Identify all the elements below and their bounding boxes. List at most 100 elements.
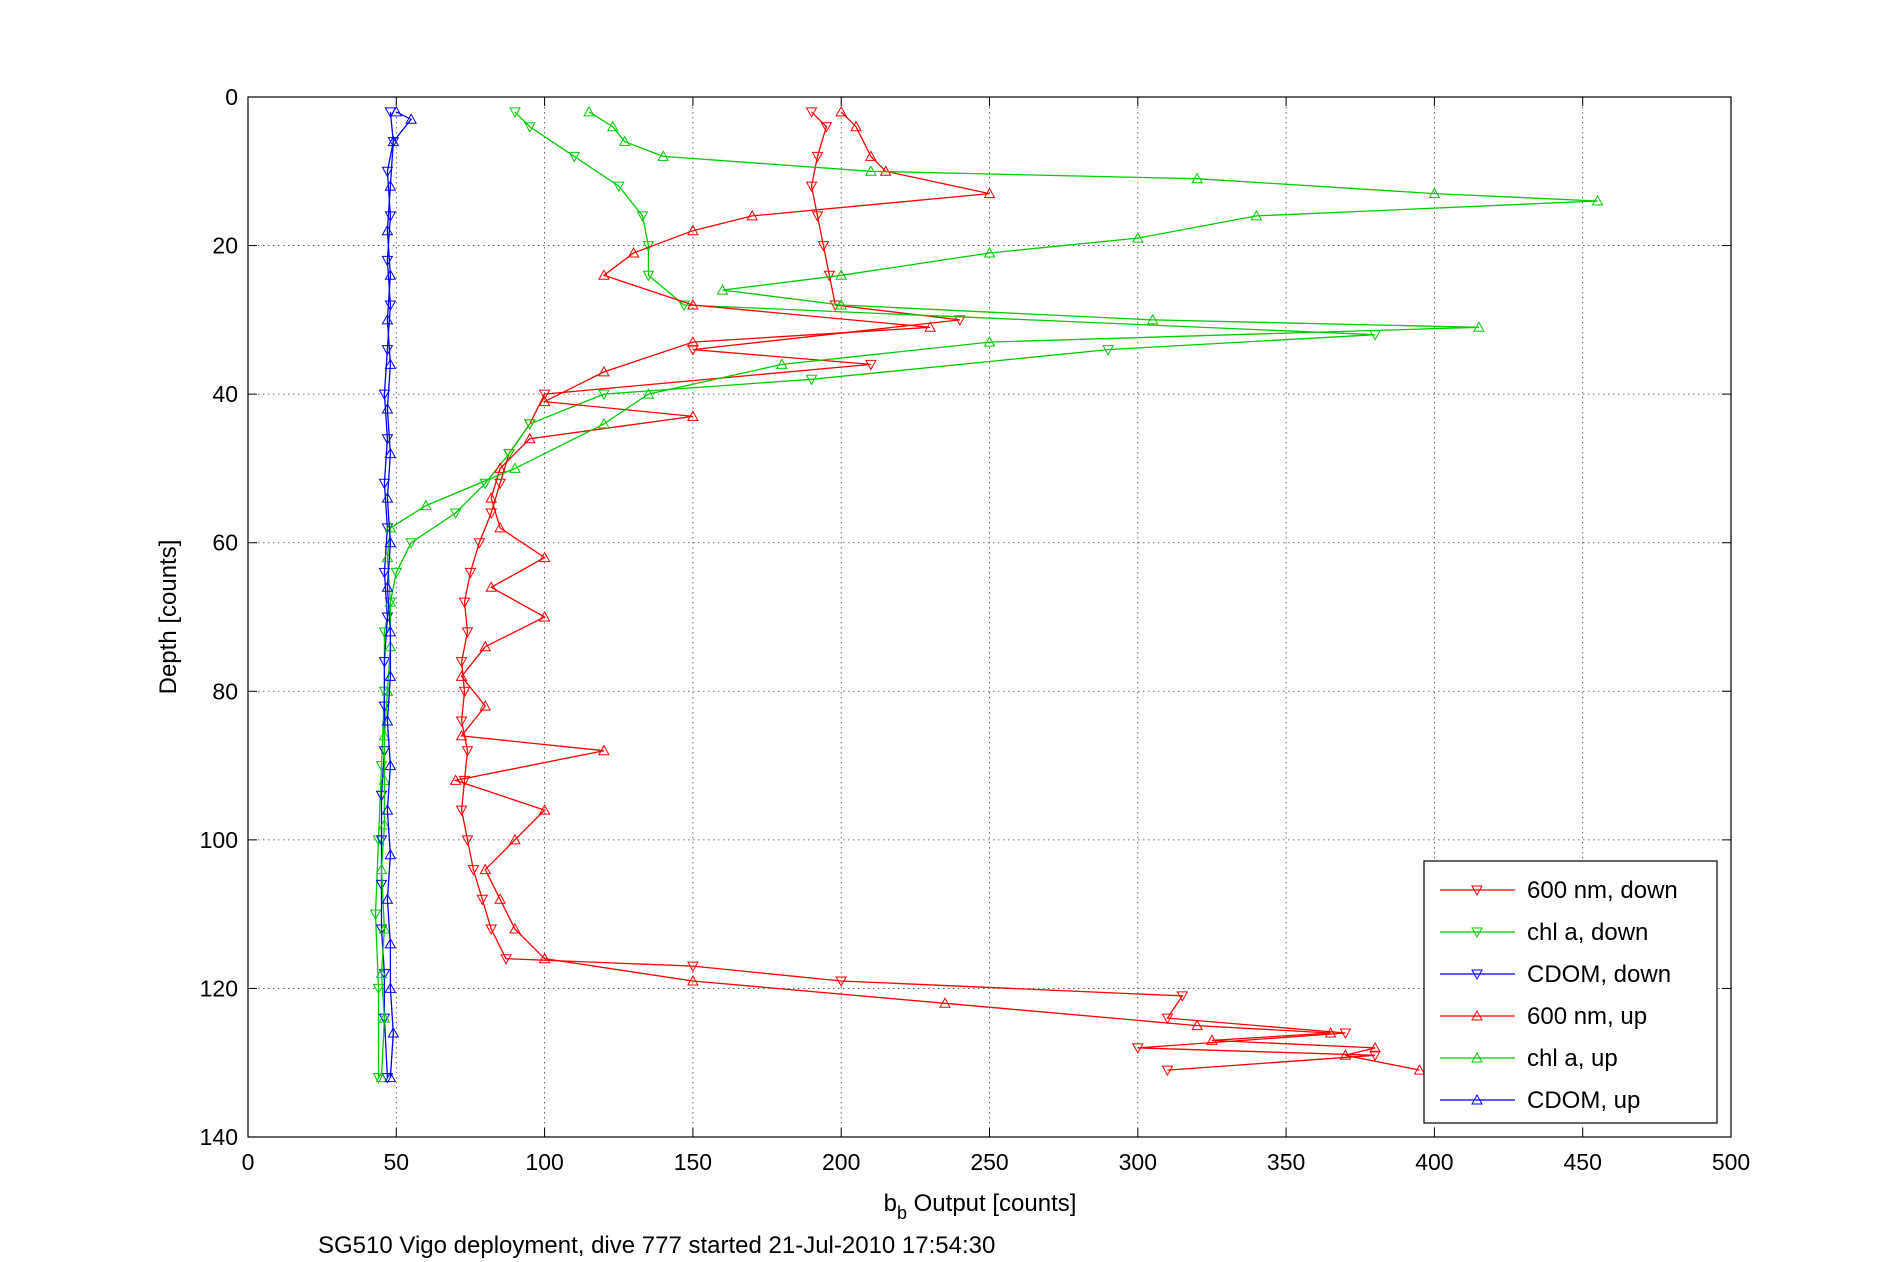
data-point: [746, 209, 759, 221]
data-point: [687, 961, 699, 973]
data-point: [390, 105, 403, 117]
series-line: [460, 111, 1376, 1071]
data-point: [538, 395, 551, 407]
data-point: [509, 107, 521, 118]
data-point: [384, 521, 397, 533]
data-point: [479, 478, 492, 490]
data-point: [850, 120, 862, 132]
data-point: [642, 388, 655, 399]
data-point: [479, 863, 492, 875]
series-line: [374, 111, 1376, 1078]
data-point: [983, 187, 996, 199]
data-point: [598, 744, 610, 756]
data-point: [378, 567, 391, 579]
data-point: [381, 714, 394, 726]
data-point: [687, 410, 699, 421]
legend-item: 600 nm, down: [1440, 877, 1678, 904]
legend-marker: [1471, 1009, 1483, 1021]
data-point: [627, 246, 640, 258]
data-point: [1131, 1043, 1144, 1054]
data-point: [485, 924, 498, 936]
legend-label: CDOM, up: [1527, 1087, 1640, 1114]
data-point: [636, 211, 649, 222]
data-point: [1161, 1065, 1174, 1077]
data-point: [375, 967, 388, 979]
data-point: [983, 336, 996, 347]
data-point: [384, 937, 397, 949]
data-point: [687, 345, 699, 356]
data-point: [461, 746, 474, 757]
data-point: [865, 165, 877, 176]
data-point: [1473, 321, 1485, 332]
data-point: [865, 150, 877, 161]
data-point: [378, 657, 391, 668]
data-point: [509, 833, 521, 845]
data-point: [384, 759, 397, 771]
data-point: [378, 818, 391, 830]
y-tick-label: 0: [225, 84, 238, 110]
data-point: [449, 774, 462, 785]
data-point: [494, 521, 506, 533]
data-point: [1369, 1041, 1381, 1053]
legend-label: chl a, down: [1527, 919, 1648, 946]
data-point: [509, 922, 521, 934]
y-tick-label: 80: [212, 678, 238, 704]
y-axis-label: Depth [counts]: [155, 540, 182, 695]
data-point: [494, 478, 506, 490]
data-point: [455, 657, 468, 668]
series-line: [453, 111, 1420, 1071]
data-point: [1191, 1019, 1203, 1031]
data-point: [473, 538, 486, 549]
series-line: [380, 111, 1598, 1078]
data-point: [500, 954, 512, 965]
data-point: [538, 389, 551, 401]
data-point: [384, 670, 397, 681]
data-point: [817, 241, 830, 252]
data-point: [716, 284, 729, 295]
data-point: [405, 113, 417, 124]
data-point: [835, 105, 848, 117]
data-point: [509, 462, 521, 473]
data-point: [642, 270, 655, 282]
data-point: [449, 508, 462, 520]
data-point: [939, 997, 951, 1008]
data-point: [687, 336, 699, 347]
data-point: [479, 640, 492, 652]
data-point: [378, 922, 391, 934]
y-tick-label: 140: [200, 1124, 238, 1150]
data-point: [378, 478, 391, 490]
data-point: [924, 321, 937, 332]
data-point: [687, 974, 699, 986]
data-point: [458, 775, 471, 787]
legend-item: chl a, down: [1440, 919, 1648, 946]
data-point: [494, 462, 506, 473]
legend-item: CDOM, down: [1440, 961, 1671, 988]
x-tick-label: 50: [384, 1149, 410, 1175]
data-point: [983, 246, 996, 258]
data-point: [805, 107, 818, 118]
legend-item: chl a, up: [1440, 1045, 1618, 1072]
legend-box: [1423, 860, 1718, 1124]
x-axis-label-subscript: b: [897, 1203, 907, 1223]
data-point: [1191, 172, 1203, 184]
data-point: [485, 492, 498, 503]
data-point: [523, 419, 536, 430]
data-point: [381, 804, 394, 815]
data-point: [523, 122, 536, 133]
data-point: [479, 700, 492, 711]
y-tick-label: 20: [212, 233, 238, 259]
data-point: [1339, 1028, 1352, 1040]
data-point: [1428, 187, 1441, 199]
data-point: [467, 865, 480, 876]
series-layer: [369, 105, 1604, 1084]
data-point: [1146, 313, 1159, 325]
data-point: [384, 536, 397, 548]
data-point: [455, 670, 468, 681]
data-point: [378, 389, 391, 401]
x-tick-label: 0: [242, 1149, 255, 1175]
legend-label: chl a, up: [1527, 1045, 1618, 1072]
y-tick-label: 120: [200, 975, 238, 1001]
data-point: [387, 1026, 400, 1038]
data-point: [606, 120, 619, 132]
data-point: [612, 181, 625, 193]
